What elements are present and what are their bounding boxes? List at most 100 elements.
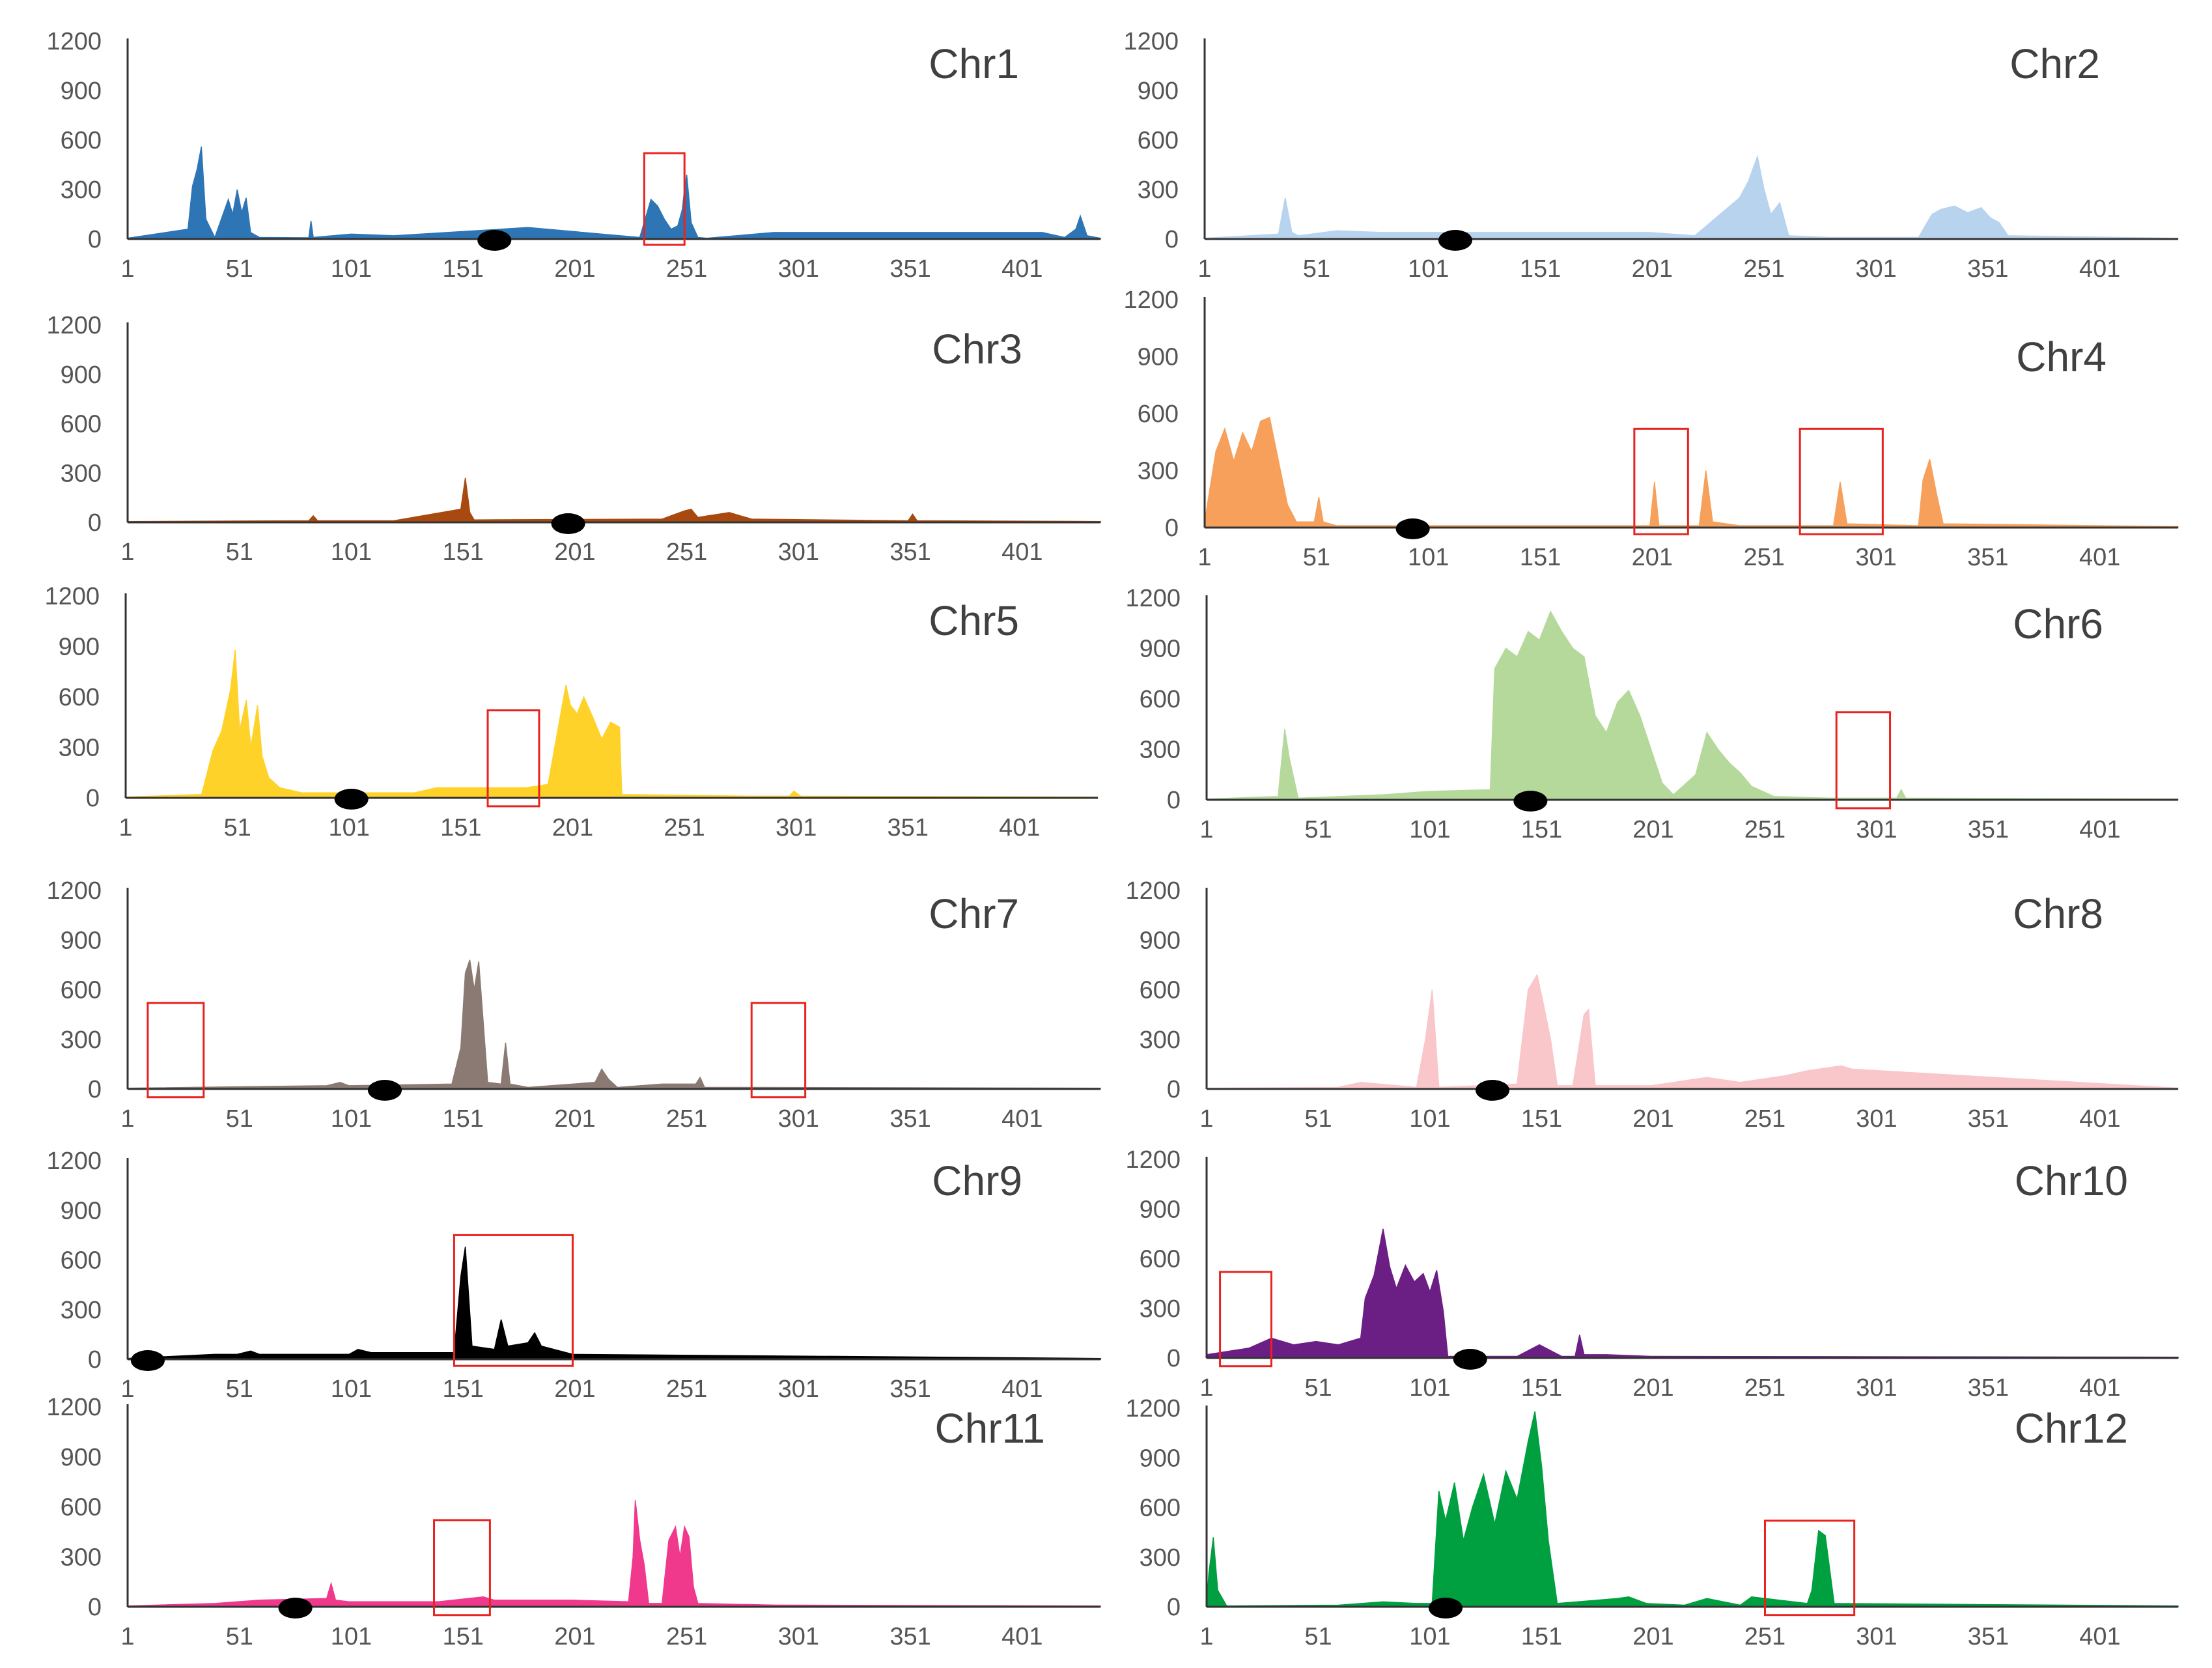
density-area	[127, 477, 1101, 523]
x-tick-label: 51	[1304, 1105, 1332, 1133]
y-tick-label: 600	[61, 127, 102, 154]
y-tick-label: 300	[1138, 458, 1179, 485]
x-tick-label: 1	[1199, 1374, 1213, 1402]
x-tick-label: 51	[1304, 816, 1332, 843]
x-tick-label: 301	[1855, 255, 1896, 283]
y-tick-label: 1200	[46, 1394, 102, 1421]
x-tick-label: 301	[778, 1105, 819, 1133]
x-tick-label: 301	[1856, 1374, 1897, 1402]
density-area	[127, 1500, 1101, 1607]
y-tick-label: 600	[1140, 1246, 1181, 1273]
y-tick-label: 300	[61, 460, 102, 487]
x-tick-label: 101	[331, 539, 372, 566]
y-tick-label: 600	[61, 1494, 102, 1521]
x-tick-label: 401	[2079, 1374, 2120, 1402]
x-tick-label: 251	[666, 1105, 707, 1133]
centromere-marker	[1453, 1349, 1487, 1370]
x-tick-label: 351	[889, 1105, 931, 1133]
x-tick-label: 301	[1855, 544, 1896, 571]
x-tick-label: 251	[664, 814, 705, 841]
x-tick-label: 251	[1743, 544, 1784, 571]
x-tick-label: 351	[1968, 1374, 2009, 1402]
x-tick-label: 101	[331, 1623, 372, 1650]
chromosome-title: Chr3	[932, 326, 1022, 373]
highlight-box	[750, 1002, 807, 1099]
x-tick-label: 201	[1632, 816, 1673, 843]
density-area	[1206, 1411, 2179, 1607]
x-tick-label: 401	[1001, 539, 1043, 566]
y-tick-label: 0	[88, 1076, 102, 1103]
y-tick-label: 1200	[46, 877, 102, 905]
x-tick-label: 351	[889, 539, 931, 566]
y-tick-label: 900	[59, 634, 100, 661]
highlight-box	[1219, 1271, 1272, 1368]
chromosome-title: Chr9	[932, 1157, 1022, 1204]
chromosome-title: Chr11	[934, 1405, 1045, 1452]
density-area	[125, 649, 1099, 799]
x-tick-label: 301	[1856, 1623, 1897, 1650]
x-tick-label: 151	[1521, 1623, 1562, 1650]
y-tick-label: 900	[61, 1197, 102, 1224]
x-tick-label: 351	[1968, 1623, 2009, 1650]
x-tick-label: 401	[2079, 255, 2120, 283]
chromosome-title: Chr1	[929, 40, 1019, 87]
x-tick-label: 201	[1632, 1105, 1673, 1133]
y-tick-label: 600	[61, 1247, 102, 1275]
y-tick-label: 0	[1167, 1076, 1181, 1103]
x-tick-label: 151	[442, 1105, 483, 1133]
y-tick-label: 0	[86, 785, 100, 812]
highlight-box	[1835, 711, 1892, 810]
y-tick-label: 1200	[46, 1148, 102, 1175]
y-tick-label: 1200	[46, 28, 102, 55]
chromosome-title: Chr8	[2013, 890, 2103, 937]
centromere-marker	[278, 1598, 313, 1619]
x-tick-label: 201	[1632, 255, 1673, 283]
x-tick-label: 101	[331, 1376, 372, 1403]
density-area	[1206, 1228, 2179, 1359]
density-area	[1206, 973, 2179, 1090]
y-tick-label: 1200	[1125, 1146, 1181, 1174]
x-tick-label: 51	[1304, 1623, 1332, 1650]
x-tick-label: 51	[226, 1623, 253, 1650]
x-tick-label: 301	[778, 539, 819, 566]
x-tick-label: 351	[1968, 816, 2009, 843]
y-tick-label: 900	[1140, 636, 1181, 663]
chromosome-title: Chr5	[929, 597, 1019, 644]
y-tick-label: 0	[1165, 226, 1179, 253]
chromosome-title: Chr10	[2015, 1157, 2128, 1204]
x-tick-label: 251	[666, 539, 707, 566]
x-tick-label: 401	[2079, 1105, 2120, 1133]
x-tick-label: 51	[1303, 255, 1330, 283]
x-tick-label: 1	[120, 1623, 134, 1650]
y-tick-label: 900	[1138, 344, 1179, 371]
x-tick-label: 201	[554, 1376, 595, 1403]
x-tick-label: 101	[1409, 1374, 1450, 1402]
y-tick-label: 900	[61, 1444, 102, 1471]
x-tick-label: 151	[1520, 544, 1561, 571]
x-tick-label: 401	[1001, 255, 1043, 283]
x-tick-label: 51	[1303, 544, 1330, 571]
y-tick-label: 900	[1138, 78, 1179, 105]
x-tick-label: 201	[1632, 1623, 1673, 1650]
y-tick-label: 1200	[1125, 877, 1181, 905]
y-tick-label: 0	[88, 1346, 102, 1374]
x-tick-label: 251	[1744, 1105, 1785, 1133]
x-tick-label: 201	[554, 1623, 595, 1650]
density-area	[1206, 610, 2179, 800]
density-area	[127, 959, 1101, 1090]
centromere-marker	[334, 789, 369, 810]
x-tick-label: 151	[1520, 255, 1561, 283]
y-tick-label: 0	[1167, 1594, 1181, 1621]
y-tick-label: 900	[1140, 1196, 1181, 1223]
x-tick-label: 151	[442, 539, 483, 566]
y-tick-label: 300	[1140, 737, 1181, 764]
y-tick-label: 0	[1165, 515, 1179, 542]
y-tick-label: 300	[1140, 1544, 1181, 1572]
